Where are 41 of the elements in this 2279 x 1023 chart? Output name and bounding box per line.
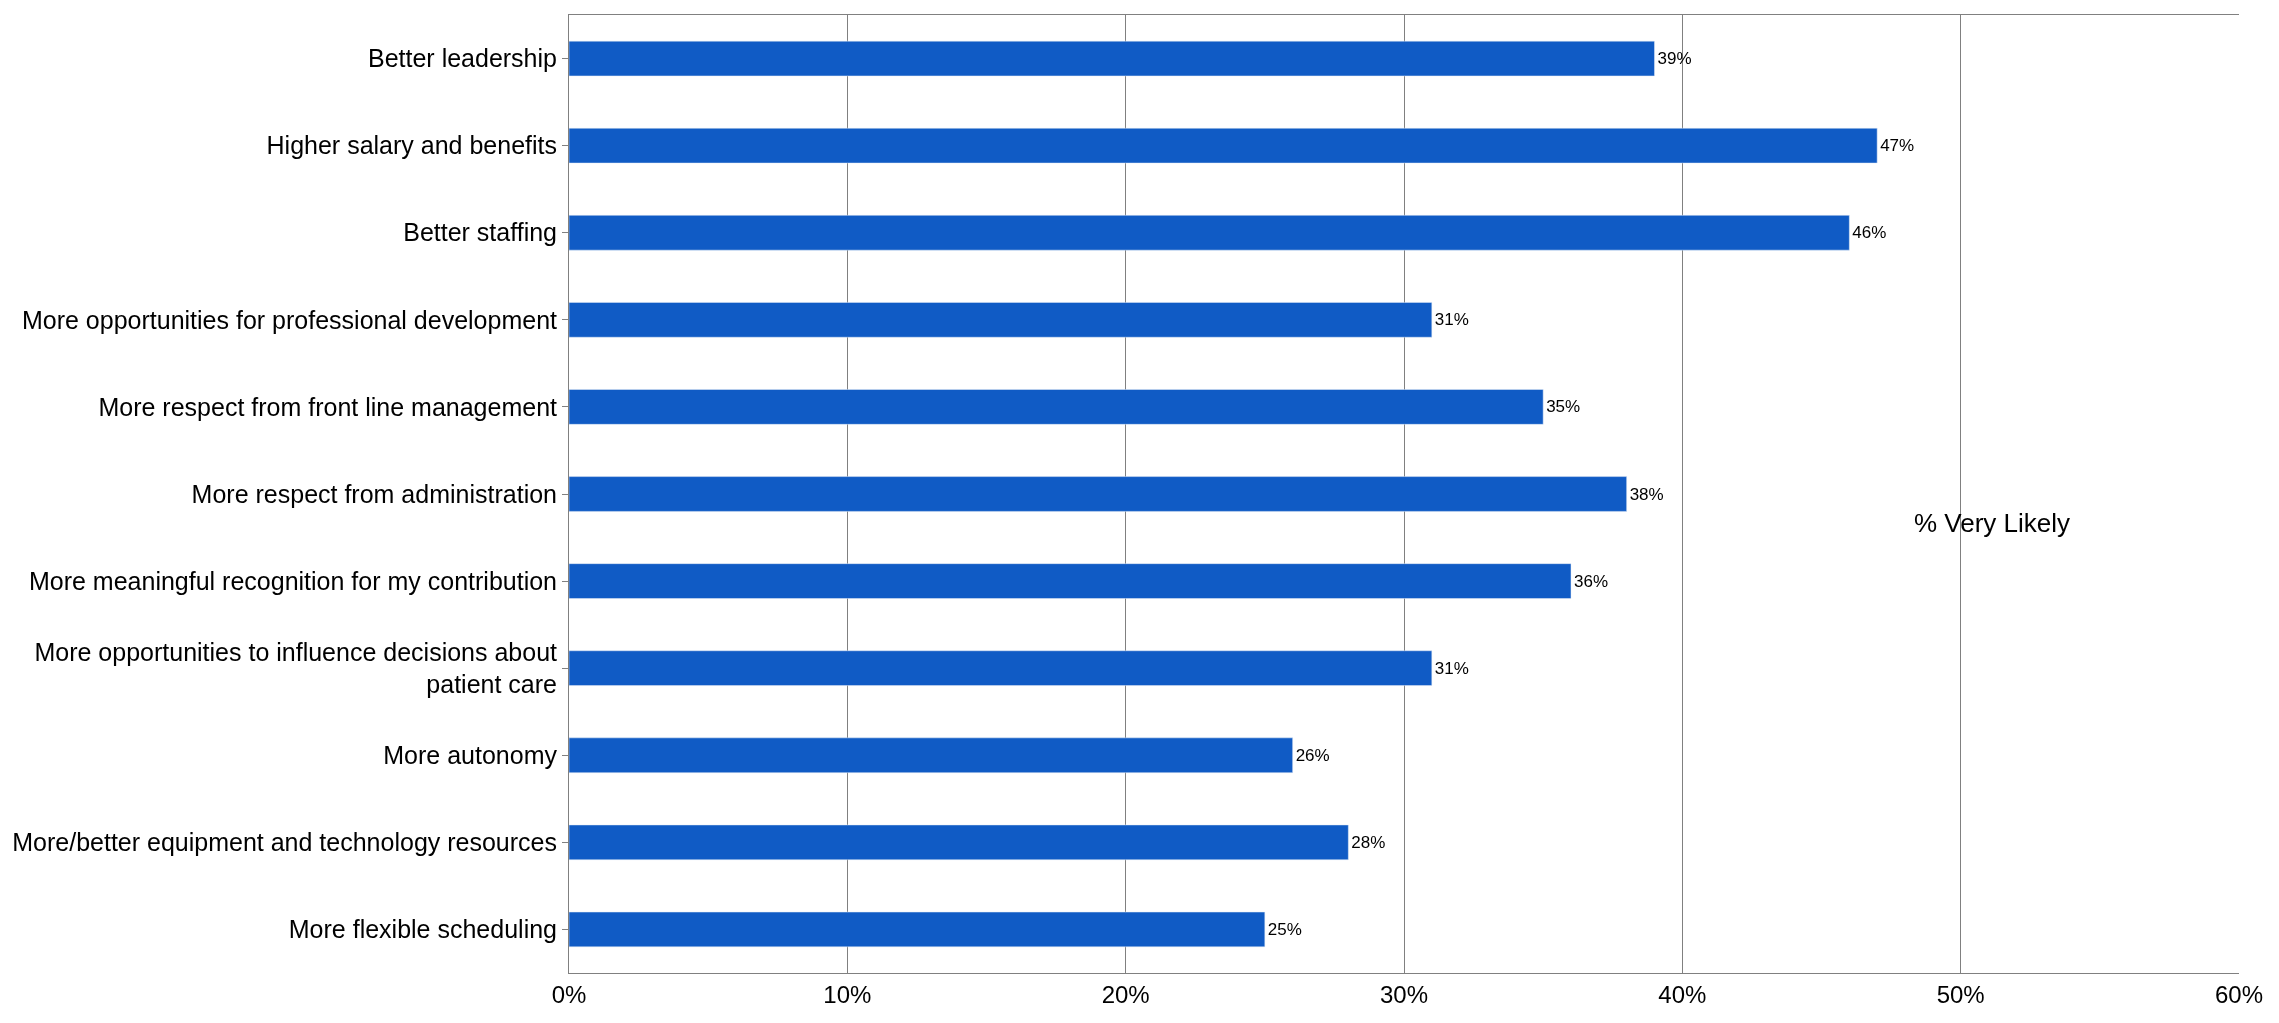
x-tick-label: 40% [1658,980,1707,1008]
y-tick-label: More autonomy [383,741,558,770]
bar [569,389,1544,425]
x-tick-label: 30% [1379,980,1429,1008]
bar [569,127,1878,164]
y-tick-label: More meaningful recognition for my contribution [28,566,557,595]
bar [569,476,1627,512]
y-tick-label: More/better equipment and technology resources [12,828,557,857]
bar [569,40,1655,77]
data-label: 35% [1546,397,1581,417]
data-label: 38% [1629,484,1664,504]
y-tick-label: More opportunities to influence decisions about patient care [34,637,558,699]
bar [569,563,1572,599]
bar [569,302,1433,338]
bar [569,650,1433,686]
y-tick-label: More respect from administration [191,479,557,508]
bar [569,215,1850,251]
y-tick-label: More flexible scheduling [288,915,557,944]
bar [569,824,1349,861]
y-tick-label: More respect from front line management [98,392,558,421]
data-label: 46% [1852,223,1887,243]
x-tick-label: 60% [2214,980,2264,1008]
data-label: 39% [1657,49,1692,69]
y-tick-label: More opportunities for professional development [21,305,558,334]
y-tick-label: Higher salary and benefits [266,131,557,160]
x-tick-label: 20% [1101,980,1150,1008]
x-tick-label: 0% [551,980,587,1008]
data-label: 31% [1434,658,1469,678]
data-label: 28% [1351,832,1386,852]
data-label: 36% [1574,571,1609,591]
data-label: 31% [1434,310,1469,330]
data-label: 25% [1267,919,1302,939]
x-tick-label: 10% [823,980,872,1008]
data-label: 26% [1295,745,1330,765]
y-tick-label: Better leadership [367,44,557,73]
x-tick-label: 50% [1936,980,1985,1008]
annotation: % Very Likely [1914,508,2071,538]
bar [569,737,1293,773]
data-label: 47% [1880,136,1915,156]
bar [569,911,1266,948]
y-tick-label: Better staffing [403,218,557,247]
